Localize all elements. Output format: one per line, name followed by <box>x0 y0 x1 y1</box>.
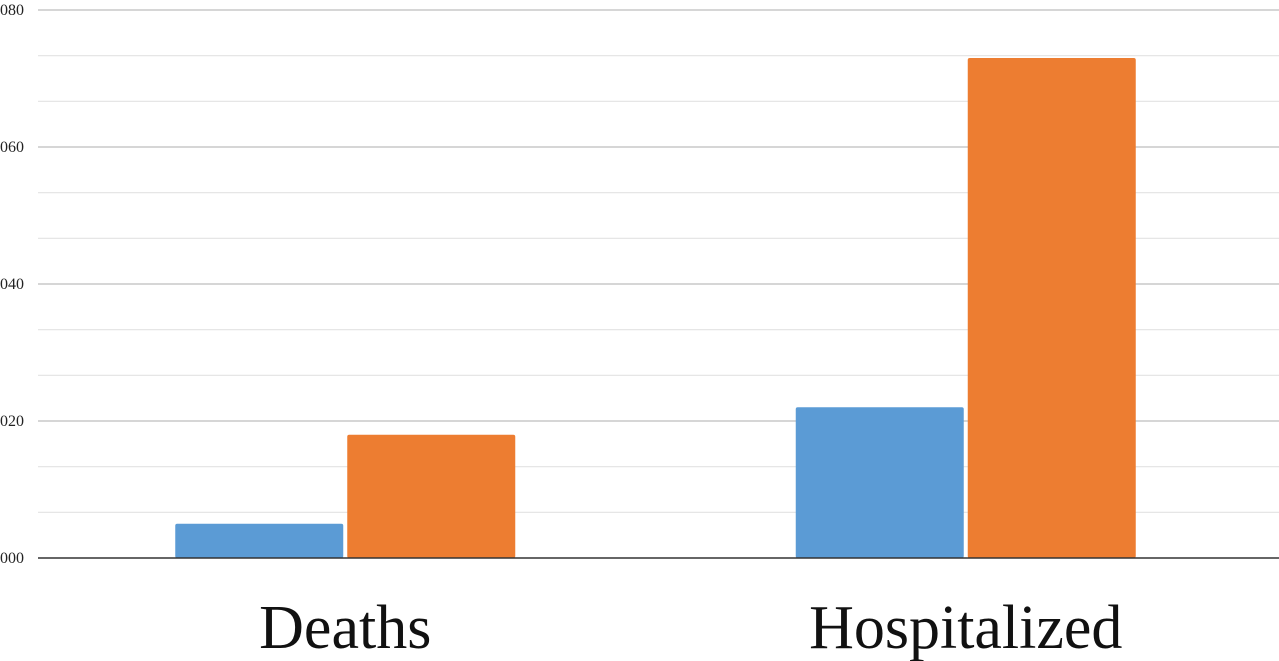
y-tick-label: 040 <box>0 276 24 293</box>
y-axis-ticks: 000 020 040 060 080 <box>0 2 24 567</box>
bar-deaths-series-2 <box>347 434 516 558</box>
y-tick-label: 000 <box>0 550 24 567</box>
y-tick-label: 080 <box>0 2 24 19</box>
bar-hospitalized-series-2 <box>967 57 1136 558</box>
bar-hospitalized-series-1 <box>795 407 964 558</box>
x-axis-labels: Deaths Hospitalized <box>259 594 1122 661</box>
y-tick-label: 020 <box>0 413 24 430</box>
bars <box>175 57 1136 558</box>
y-tick-label: 060 <box>0 139 24 156</box>
x-category-label: Hospitalized <box>809 594 1122 661</box>
bar-deaths-series-1 <box>175 523 344 558</box>
x-category-label: Deaths <box>259 594 431 661</box>
